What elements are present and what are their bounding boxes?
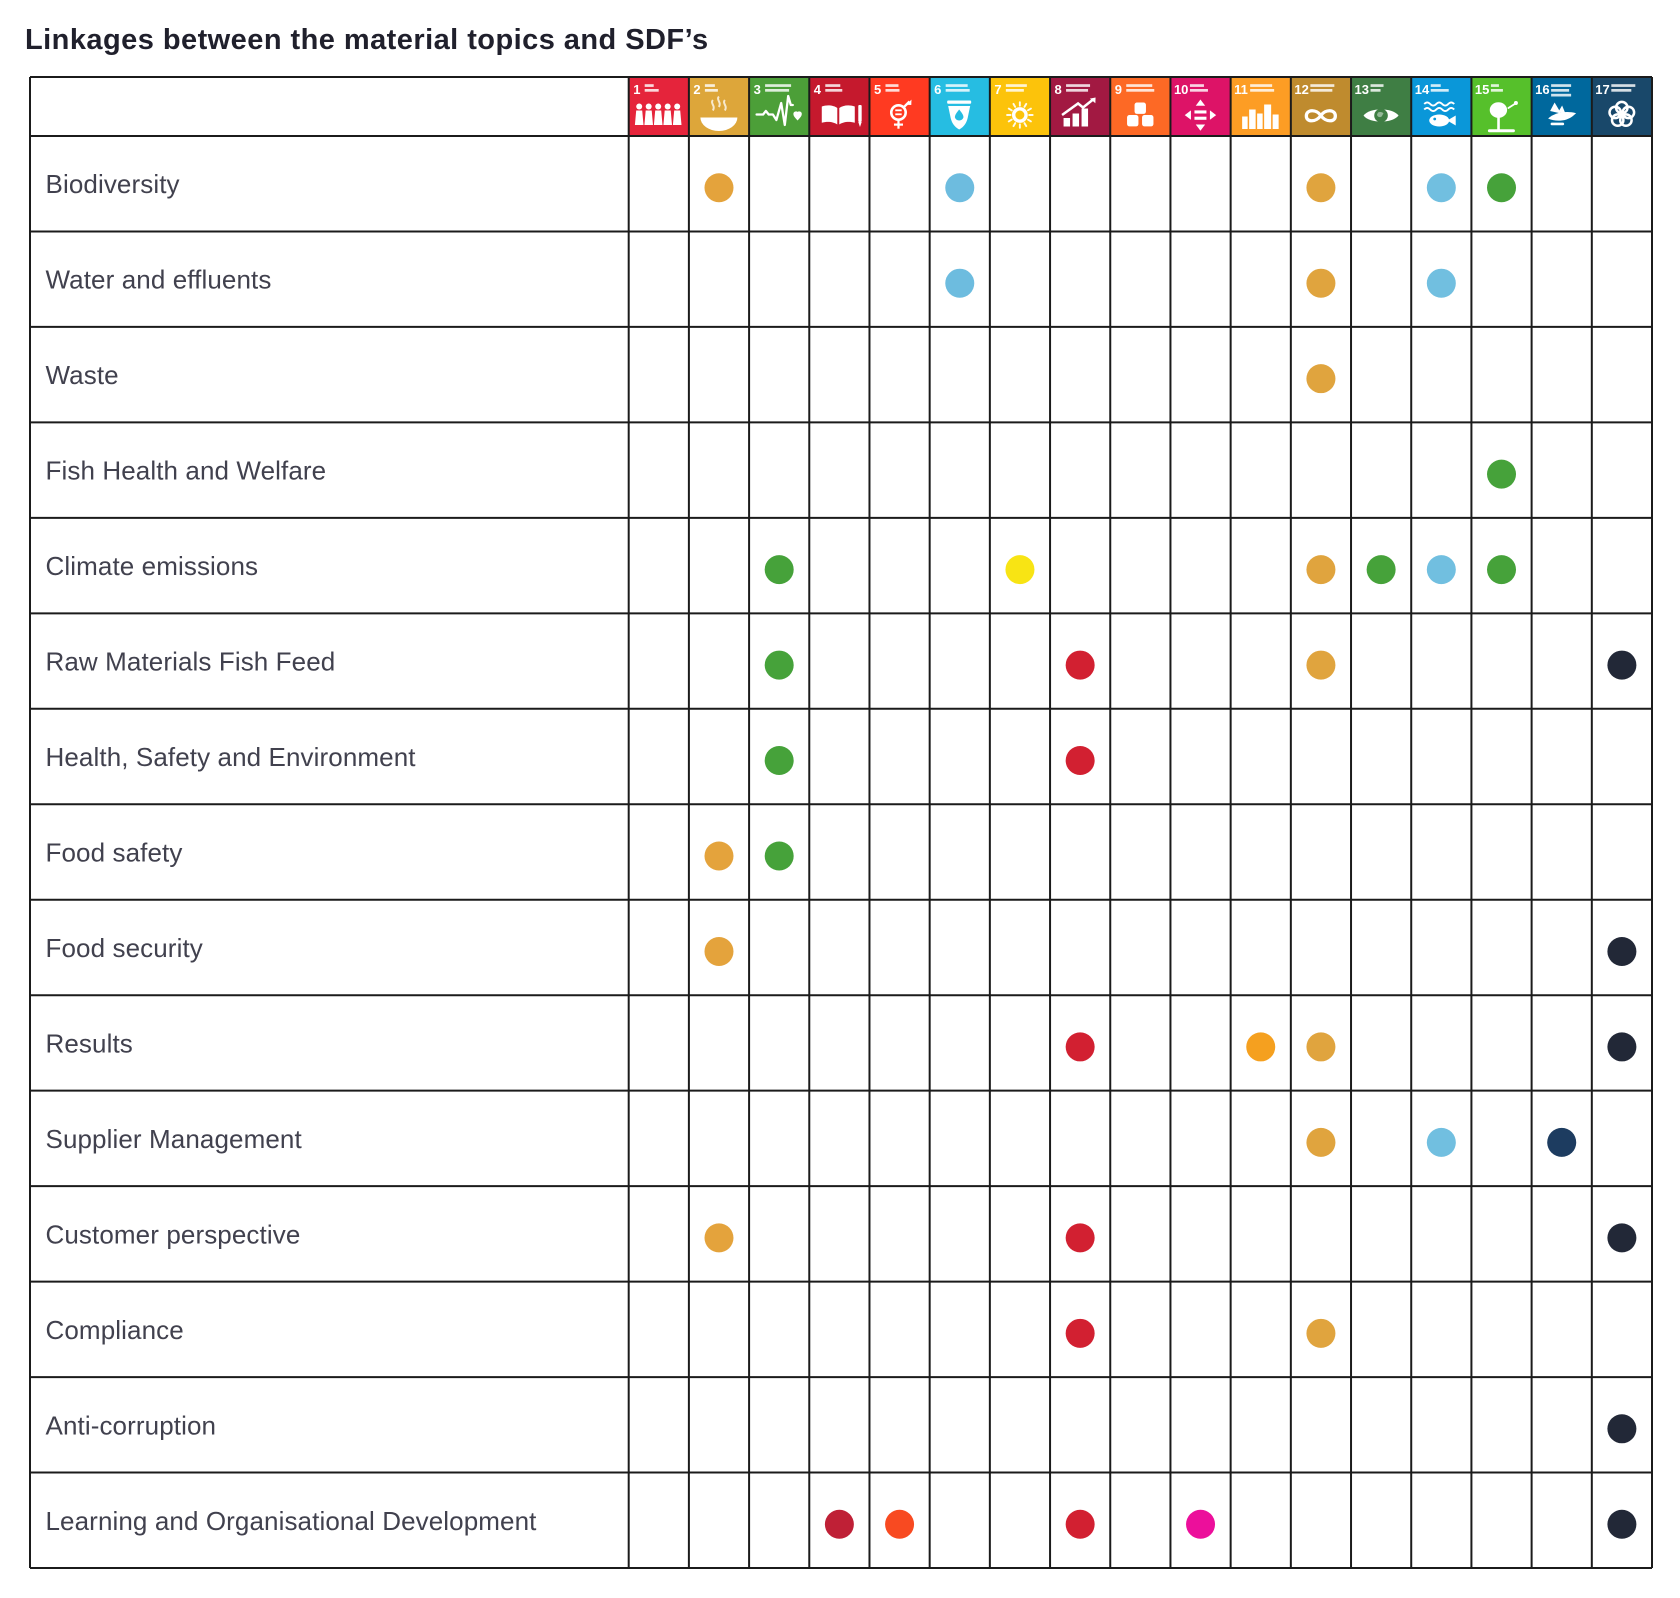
- svg-text:9: 9: [1115, 82, 1122, 97]
- svg-text:13: 13: [1355, 82, 1369, 97]
- svg-text:Food safety: Food safety: [46, 838, 183, 868]
- svg-text:Customer perspective: Customer perspective: [46, 1219, 301, 1249]
- svg-text:1: 1: [633, 82, 640, 97]
- svg-text:Fish Health and Welfare: Fish Health and Welfare: [46, 456, 327, 486]
- svg-text:Raw Materials Fish Feed: Raw Materials Fish Feed: [46, 647, 336, 677]
- svg-text:Supplier Management: Supplier Management: [46, 1124, 303, 1154]
- svg-text:Waste: Waste: [46, 360, 119, 390]
- svg-text:Linkages between the material: Linkages between the material topics and…: [25, 24, 709, 56]
- svg-text:7: 7: [994, 82, 1001, 97]
- svg-text:5: 5: [874, 82, 881, 97]
- svg-text:14: 14: [1415, 82, 1430, 97]
- svg-text:12: 12: [1294, 82, 1308, 97]
- svg-text:Health, Safety and Environment: Health, Safety and Environment: [46, 742, 417, 772]
- svg-text:Anti-corruption: Anti-corruption: [46, 1410, 217, 1440]
- svg-text:Biodiversity: Biodiversity: [46, 169, 180, 199]
- svg-text:15: 15: [1475, 82, 1489, 97]
- svg-text:3: 3: [754, 82, 761, 97]
- svg-text:6: 6: [934, 82, 941, 97]
- svg-text:Results: Results: [46, 1028, 133, 1058]
- svg-text:Compliance: Compliance: [46, 1315, 184, 1345]
- svg-text:Water and effluents: Water and effluents: [46, 265, 272, 295]
- svg-text:4: 4: [814, 82, 822, 97]
- svg-text:2: 2: [693, 82, 700, 97]
- svg-text:16: 16: [1535, 82, 1549, 97]
- svg-text:8: 8: [1055, 82, 1062, 97]
- svg-text:11: 11: [1234, 82, 1248, 97]
- svg-text:Learning and Organisational De: Learning and Organisational Development: [46, 1506, 538, 1536]
- svg-text:10: 10: [1174, 82, 1188, 97]
- svg-text:Food security: Food security: [46, 933, 203, 963]
- svg-text:Climate emissions: Climate emissions: [46, 551, 259, 581]
- svg-text:17: 17: [1595, 82, 1609, 97]
